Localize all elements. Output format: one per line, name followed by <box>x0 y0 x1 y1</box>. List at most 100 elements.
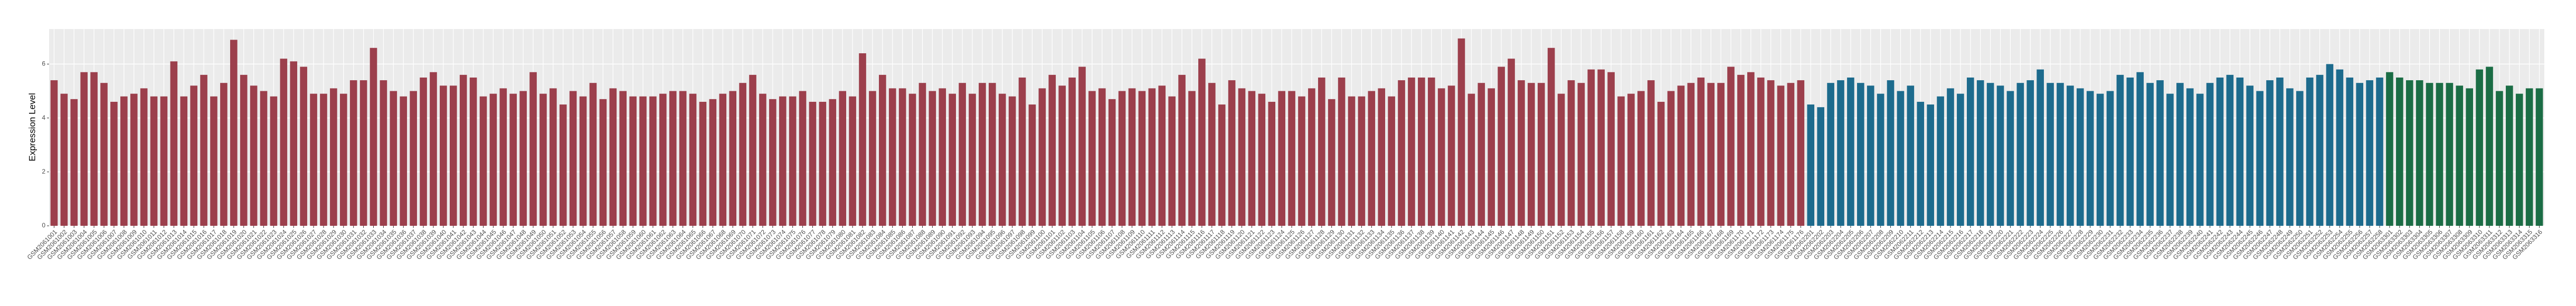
bar <box>1328 99 1336 226</box>
bar <box>1797 80 1805 226</box>
bar <box>1058 85 1066 226</box>
bar <box>2246 85 2254 226</box>
bar <box>440 85 447 226</box>
bar <box>2525 88 2533 226</box>
bar <box>579 96 587 226</box>
bar <box>879 74 886 226</box>
bar <box>1647 80 1655 226</box>
bar <box>1218 104 1226 226</box>
bar <box>2256 91 2264 226</box>
bar <box>2166 93 2174 226</box>
bar <box>330 88 337 226</box>
bar <box>599 99 607 226</box>
bar <box>2016 83 2024 226</box>
bar <box>1138 91 1146 226</box>
bar <box>1887 80 1895 226</box>
bar <box>1268 101 1276 226</box>
bar <box>410 91 417 226</box>
bar <box>1198 59 1206 226</box>
bar <box>2206 83 2214 226</box>
bar <box>2515 93 2523 226</box>
bar <box>1418 77 1425 226</box>
bar <box>479 96 487 226</box>
bar <box>1168 96 1176 226</box>
bar <box>2486 66 2493 226</box>
bar <box>1008 96 1016 226</box>
bar <box>60 93 68 226</box>
bar <box>1108 99 1116 226</box>
y-tick-label: 0 <box>42 222 45 229</box>
bar <box>180 96 188 226</box>
bar <box>2386 72 2393 226</box>
bar <box>2326 64 2334 226</box>
bar <box>1338 77 1346 226</box>
bar <box>420 77 427 226</box>
bar <box>2366 80 2373 226</box>
bar <box>1897 91 1905 226</box>
bar <box>2106 91 2114 226</box>
bar <box>1258 93 1266 226</box>
bar <box>988 83 996 226</box>
bar <box>699 101 707 226</box>
bar <box>739 83 746 226</box>
bar <box>589 83 597 226</box>
bar <box>2146 83 2154 226</box>
bar <box>160 96 168 226</box>
bar <box>929 91 936 226</box>
bar <box>1617 96 1625 226</box>
bar <box>1697 77 1705 226</box>
bar <box>1048 74 1056 226</box>
bar <box>2426 83 2433 226</box>
bar <box>1567 80 1575 226</box>
bar <box>130 93 138 226</box>
bar <box>1737 74 1745 226</box>
bar <box>70 99 78 226</box>
bar <box>819 101 827 226</box>
bar <box>1018 77 1026 226</box>
bar <box>2136 72 2144 226</box>
bar <box>1068 77 1076 226</box>
bar <box>679 91 687 226</box>
bar <box>1947 88 1954 226</box>
bar <box>559 104 567 226</box>
bar <box>310 93 317 226</box>
bar <box>729 91 737 226</box>
y-tick-label: 6 <box>42 60 45 68</box>
bar <box>1238 88 1246 226</box>
bar <box>1627 93 1635 226</box>
bar <box>1378 88 1386 226</box>
bar <box>270 96 278 226</box>
bar <box>2176 83 2184 226</box>
bar <box>2126 77 2134 226</box>
bar <box>1288 91 1295 226</box>
bar <box>1767 80 1775 226</box>
bar <box>809 101 817 226</box>
bar <box>649 96 657 226</box>
bar <box>2346 77 2354 226</box>
bar <box>1907 85 1915 226</box>
bar <box>1038 88 1046 226</box>
bar <box>799 91 807 226</box>
bar <box>1508 59 1515 226</box>
bar <box>2226 74 2234 226</box>
bar <box>469 77 477 226</box>
bar <box>1228 80 1236 226</box>
bar <box>709 99 717 226</box>
y-tick-label: 4 <box>42 114 45 121</box>
bar <box>1996 85 2004 226</box>
bar <box>629 96 637 226</box>
bar <box>1478 83 1485 226</box>
bar <box>320 93 327 226</box>
bar <box>1637 91 1645 226</box>
bar <box>499 88 507 226</box>
bar <box>1318 77 1325 226</box>
bar <box>689 93 697 226</box>
bar <box>1937 96 1944 226</box>
bar <box>1118 91 1126 226</box>
bar <box>1966 77 1974 226</box>
bar <box>609 88 617 226</box>
bar <box>260 91 268 226</box>
bar <box>430 72 437 226</box>
bar <box>1747 72 1755 226</box>
bar <box>1857 83 1864 226</box>
